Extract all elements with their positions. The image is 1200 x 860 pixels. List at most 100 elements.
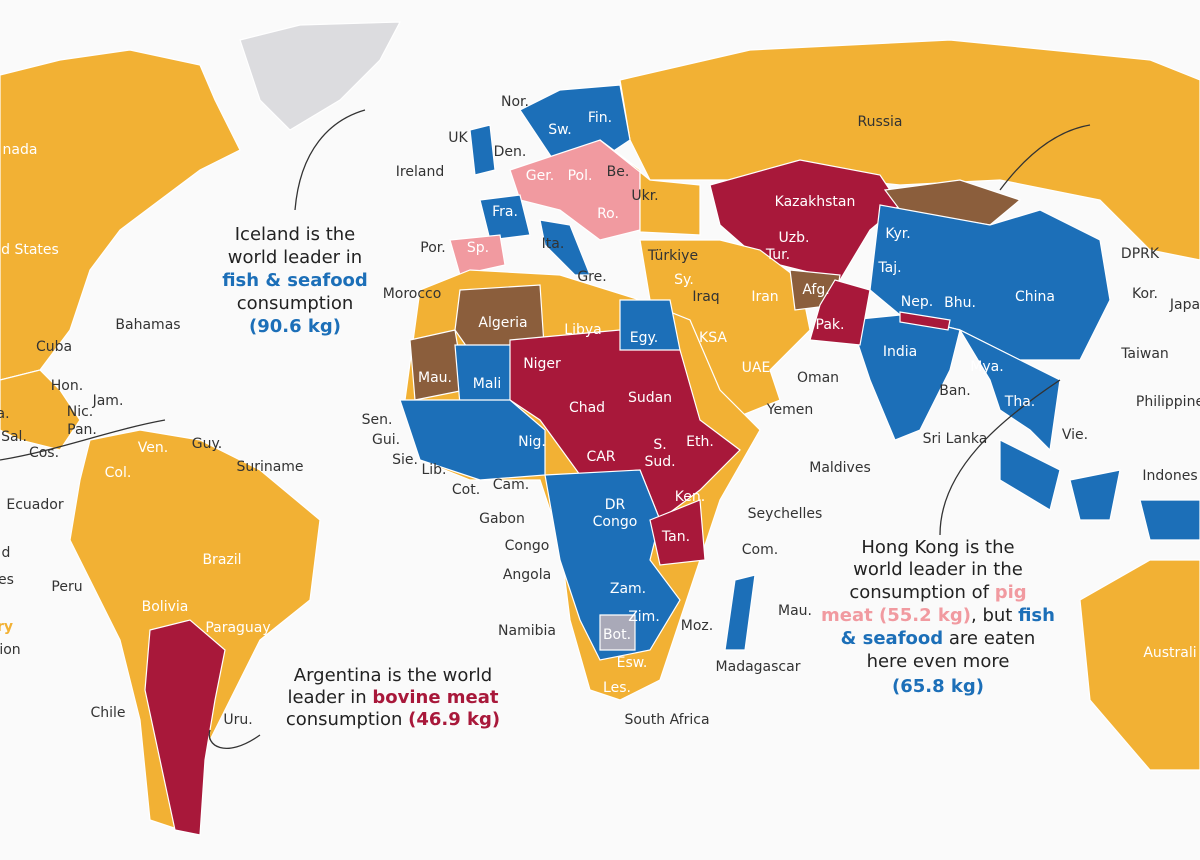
annotation-line: consumption (46.9 kg)	[286, 709, 500, 730]
country-label: Bahamas	[115, 317, 180, 333]
annotation-line: (90.6 kg)	[249, 316, 341, 337]
country-label: Suriname	[236, 459, 303, 475]
country-labels: Russia nada d States Nor. UK Den. Ireland Sw. Fi…	[0, 94, 1200, 728]
country-label: Cuba	[36, 339, 72, 355]
mongolia	[883, 179, 1022, 226]
country-label: Yemen	[766, 402, 813, 418]
india	[849, 314, 961, 441]
country-label: Zam.	[610, 581, 646, 597]
country-label: Bolivia	[142, 599, 189, 615]
mali	[454, 344, 516, 406]
country-label: Philippine	[1136, 394, 1200, 410]
country-label: Mya.	[970, 359, 1003, 375]
country-label: Seychelles	[748, 506, 823, 522]
country-label: Tur.	[765, 247, 790, 263]
arrow	[0, 419, 166, 461]
southeast-asia	[958, 328, 1061, 452]
country-label: Russia	[857, 114, 902, 130]
country-label: Gre.	[577, 269, 606, 285]
country-label: Pak.	[816, 317, 845, 333]
country-label: Fra.	[492, 204, 518, 220]
country-label: Pol.	[568, 168, 593, 184]
country-label: Japa	[1169, 297, 1200, 313]
country-label: Bot.	[603, 627, 631, 643]
annotation-line: Argentina is the world	[294, 665, 492, 686]
russia	[619, 39, 1200, 261]
country-label: Jam.	[92, 393, 124, 409]
country-label: India	[883, 344, 917, 360]
country-label: Australi	[1143, 645, 1196, 661]
countries	[0, 21, 1200, 836]
country-label: Cos.	[29, 445, 59, 461]
country-label: Hon.	[51, 378, 83, 394]
country-label: Türkiye	[647, 248, 698, 264]
arrow	[939, 379, 1061, 536]
country-label: Sen.	[362, 412, 393, 428]
country-label: Namibia	[498, 623, 556, 639]
country-label: Esw.	[617, 655, 648, 671]
highlight: & seafood	[841, 628, 943, 649]
country-label: UK	[448, 130, 468, 146]
annotation-line: fish & seafood	[222, 270, 368, 291]
text: world leader in the	[853, 559, 1023, 580]
country-label: ion	[0, 642, 21, 658]
country-label: Taiwan	[1120, 346, 1169, 362]
country-label: Algeria	[478, 315, 527, 331]
text: Argentina is the world	[294, 665, 492, 686]
highlight: fish & seafood	[222, 270, 368, 291]
country-label: Cam.	[493, 477, 529, 493]
country-label: Ukr.	[631, 188, 658, 204]
italy	[539, 219, 591, 276]
country-label: Sp.	[467, 240, 489, 256]
text: , but	[971, 605, 1018, 626]
madagascar	[724, 574, 756, 651]
country-label: Ken.	[675, 489, 705, 505]
country-label: Sw.	[548, 122, 572, 138]
country-label: Les.	[603, 680, 631, 696]
country-label: ry	[0, 619, 13, 635]
country-label: nada	[3, 142, 38, 158]
country-label: Gabon	[479, 511, 525, 527]
country-label: Chad	[569, 400, 605, 416]
eastern-europe	[599, 139, 701, 236]
country-label: Mau.	[778, 603, 812, 619]
country-label: Sal.	[1, 429, 27, 445]
text: are eaten	[943, 628, 1035, 649]
country-label: Guy.	[192, 436, 222, 452]
highlight: (46.9 kg)	[408, 709, 500, 730]
country-label: Be.	[607, 164, 630, 180]
tanzania	[649, 499, 706, 566]
arrow	[999, 124, 1091, 191]
country-label: es	[0, 572, 14, 588]
text: leader in	[287, 687, 372, 708]
country-label: Sri Lanka	[923, 431, 988, 447]
country-label: Moz.	[681, 618, 713, 634]
country-label: UAE	[742, 360, 771, 376]
country-label: Fin.	[588, 110, 612, 126]
country-label: Ita.	[542, 236, 565, 252]
country-label: Madagascar	[716, 659, 801, 675]
country-label: Brazil	[202, 552, 241, 568]
country-label: Mali	[473, 376, 501, 392]
annotation-line: consumption	[237, 293, 354, 314]
country-label: Cot.	[452, 482, 480, 498]
country-label: CAR	[586, 449, 615, 465]
pakistan	[809, 279, 871, 346]
country-label: Kor.	[1132, 286, 1158, 302]
country-label: S.	[653, 437, 666, 453]
annotations: Iceland is the world leader in fish & se…	[222, 224, 1055, 730]
country-label: Congo	[505, 538, 550, 554]
country-label: Col.	[105, 465, 132, 481]
country-label: Com.	[742, 542, 778, 558]
country-label: a.	[0, 406, 10, 422]
country-label: China	[1015, 289, 1055, 305]
annotation-line: leader in bovine meat	[287, 687, 498, 708]
annotation-line: here even more	[867, 651, 1010, 672]
country-label: Uzb.	[779, 230, 810, 246]
country-label: Maldives	[809, 460, 871, 476]
country-label: Tan.	[661, 529, 690, 545]
indonesia	[999, 439, 1200, 541]
france	[479, 194, 531, 241]
annotation-line: world leader in	[228, 247, 362, 268]
